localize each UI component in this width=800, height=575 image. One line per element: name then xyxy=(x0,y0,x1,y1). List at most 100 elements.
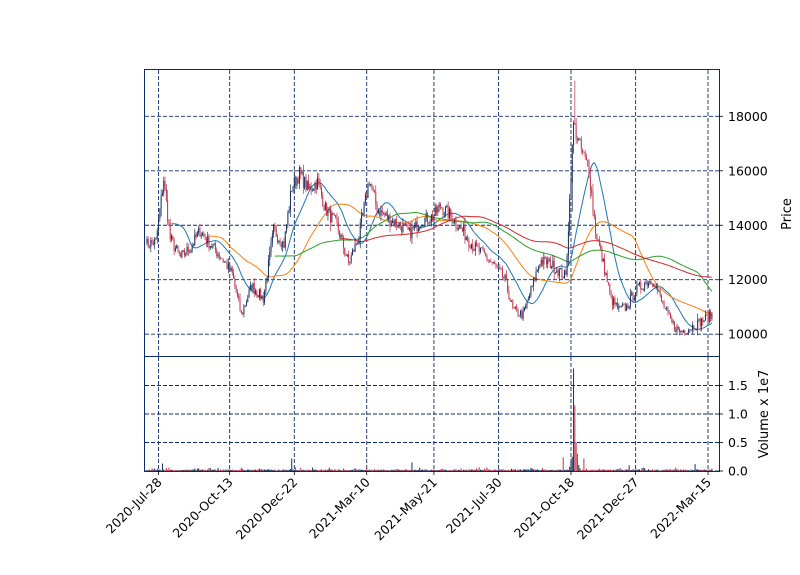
candle-body xyxy=(569,198,571,232)
candle-body xyxy=(501,268,503,278)
volume-bar xyxy=(504,470,506,471)
candle-body xyxy=(632,292,634,301)
candle-body xyxy=(441,207,443,209)
volume-bar xyxy=(460,468,462,471)
volume-bar xyxy=(558,469,560,471)
volume-bar xyxy=(704,469,706,471)
volume-bar xyxy=(554,470,556,471)
volume-bar xyxy=(543,469,545,471)
volume-bar xyxy=(186,469,188,471)
candle-body xyxy=(320,187,322,196)
candle-body xyxy=(412,227,414,229)
candle-body xyxy=(394,219,396,226)
candle-body xyxy=(238,295,240,299)
volume-bar xyxy=(191,469,193,471)
candle-body xyxy=(658,290,660,292)
candle-body xyxy=(199,228,201,237)
candle-body xyxy=(443,213,445,215)
volume-bar xyxy=(155,469,157,471)
volume-bar xyxy=(240,467,242,471)
candle-body xyxy=(436,206,438,213)
volume-bar xyxy=(540,469,542,471)
volume-bar xyxy=(226,469,228,471)
volume-bar xyxy=(593,469,595,471)
volume-bar xyxy=(591,469,593,471)
candle-body xyxy=(191,245,193,250)
volume-bar xyxy=(234,469,236,471)
candle-body xyxy=(243,306,245,314)
volume-bar xyxy=(314,469,316,471)
candle-body xyxy=(407,225,409,230)
volume-bar xyxy=(205,470,207,471)
candle-body xyxy=(496,266,498,268)
candle-body xyxy=(472,244,474,251)
volume-bar xyxy=(187,469,189,471)
volume-bar xyxy=(257,469,259,471)
candle-body xyxy=(699,318,701,327)
volume-bar xyxy=(645,470,647,471)
candle-body xyxy=(397,226,399,228)
volume-bar xyxy=(152,469,154,471)
volume-bar xyxy=(585,468,587,471)
candle-body xyxy=(326,203,328,216)
candle-body xyxy=(260,288,262,299)
candle-body xyxy=(509,299,511,302)
candle-body xyxy=(498,266,500,268)
volume-bar xyxy=(702,469,704,471)
volume-bar xyxy=(217,467,219,471)
volume-bar xyxy=(332,470,334,471)
volume-bar xyxy=(676,469,678,471)
volume-bar xyxy=(557,469,559,471)
candle-body xyxy=(156,230,158,239)
volume-bar xyxy=(324,469,326,471)
volume-bar xyxy=(433,469,435,471)
candle-body xyxy=(535,271,537,281)
candle-body xyxy=(617,302,619,309)
candle-body xyxy=(454,219,456,223)
candle-body xyxy=(172,235,174,240)
volume-bar xyxy=(600,469,602,471)
volume-bar xyxy=(229,469,231,471)
volume-bar xyxy=(448,470,450,471)
volume-bar xyxy=(368,469,370,471)
candle-body xyxy=(363,202,365,213)
candle-body xyxy=(342,237,344,248)
volume-bar xyxy=(377,469,379,471)
volume-bar xyxy=(383,469,385,471)
x-tick-label: 2021-Dec-27 xyxy=(574,475,642,543)
volume-bar xyxy=(202,469,204,471)
volume-bar xyxy=(269,469,271,471)
volume-bar xyxy=(570,461,572,471)
candle-body xyxy=(390,223,392,227)
candle-body xyxy=(428,222,430,224)
candle-body xyxy=(591,189,593,194)
candle-body xyxy=(295,176,297,187)
volume-bar xyxy=(589,470,591,471)
price-candles xyxy=(146,80,713,336)
volume-bar xyxy=(292,469,294,471)
candle-body xyxy=(252,283,254,290)
candle-body xyxy=(485,253,487,256)
volume-bar xyxy=(178,470,180,471)
volume-bar xyxy=(679,470,681,471)
volume-bar xyxy=(492,470,494,471)
candle-body xyxy=(508,291,510,300)
volume-bar xyxy=(531,468,533,471)
volume-bar xyxy=(249,470,251,471)
price-panel: 10000 12000 14000 16000 18000 Price xyxy=(144,69,795,357)
candle-body xyxy=(192,244,194,246)
volume-bar xyxy=(609,469,611,471)
candle-body xyxy=(159,208,161,219)
volume-bar xyxy=(262,469,264,471)
candle-body xyxy=(158,218,160,231)
volume-bar xyxy=(660,470,662,471)
volume-bar xyxy=(308,469,310,471)
volume-bar xyxy=(189,469,191,471)
volume-bar xyxy=(247,469,249,471)
volume-bar xyxy=(183,470,185,471)
volume-bar xyxy=(364,469,366,471)
volume-bar xyxy=(236,470,238,471)
candle-body xyxy=(672,321,674,323)
candle-body xyxy=(245,301,247,306)
volume-bar xyxy=(309,470,311,471)
